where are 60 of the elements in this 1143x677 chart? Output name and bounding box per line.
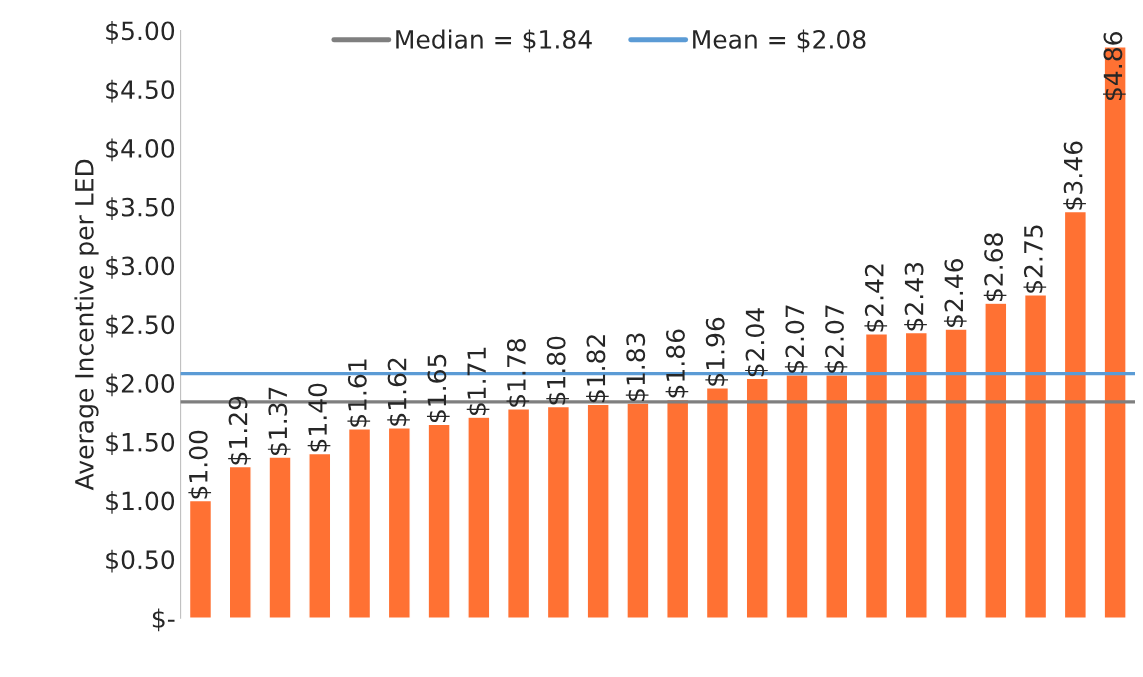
y-tick-label: $4.50 [106,79,175,103]
data-label: $2.42 [864,264,888,332]
bar [228,465,252,619]
bar [506,408,531,619]
bar [586,403,610,619]
y-tick-label: $1.00 [106,491,175,514]
data-label: $1.65 [426,354,450,423]
y-tick-label: $5.00 [106,20,175,44]
y-tick-label: $0.50 [106,549,175,573]
bar [546,405,571,619]
bar [387,427,411,619]
data-label: $1.40 [307,383,331,452]
bar [347,428,372,619]
y-tick-label: $4.00 [106,138,175,162]
bar [467,416,491,619]
data-label: $2.68 [983,233,1007,302]
bar [666,398,690,619]
bar [268,456,292,619]
bar [864,332,889,619]
bar [1063,210,1087,619]
data-label: $2.75 [1023,225,1047,293]
data-label: $1.37 [267,387,291,456]
data-label: $2.43 [904,262,927,331]
bar [626,402,650,619]
data-label: $1.83 [625,333,649,401]
bar [904,331,928,619]
y-axis-title: Average Incentive per LED [74,159,99,491]
data-label: $1.78 [506,339,530,407]
bar [785,374,809,619]
data-label: $2.07 [784,305,808,373]
data-label: $1.96 [705,317,729,386]
data-label: $1.71 [466,347,490,416]
y-tick-label: $1.50 [106,432,175,455]
y-tick-label: $2.50 [106,314,175,338]
bar [944,328,968,619]
bar [745,377,769,619]
y-tick-label: $2.00 [106,373,175,397]
data-label: $2.07 [824,305,848,373]
bar [984,302,1008,619]
data-label: $1.29 [228,396,251,465]
bar [427,423,451,619]
data-label: $1.62 [387,358,410,426]
data-label: $4.86 [1103,32,1126,100]
data-label: $1.82 [586,335,609,403]
bar [705,387,730,619]
data-label: $3.46 [1063,141,1086,210]
legend-label: Mean = $2.08 [693,29,866,53]
data-label: $1.80 [546,336,569,405]
y-tick-label: $- [152,608,175,632]
data-label: $1.61 [347,359,371,427]
y-tick-label: $3.50 [106,197,175,220]
data-label: $2.04 [745,308,768,377]
legend-label: Median = $1.84 [396,29,592,53]
y-tick-label: $3.00 [106,256,175,279]
bar [1023,294,1048,619]
data-label: $2.46 [943,258,967,327]
bar [825,374,849,619]
bar [308,452,332,619]
bar [188,499,213,619]
data-label: $1.86 [665,329,689,398]
